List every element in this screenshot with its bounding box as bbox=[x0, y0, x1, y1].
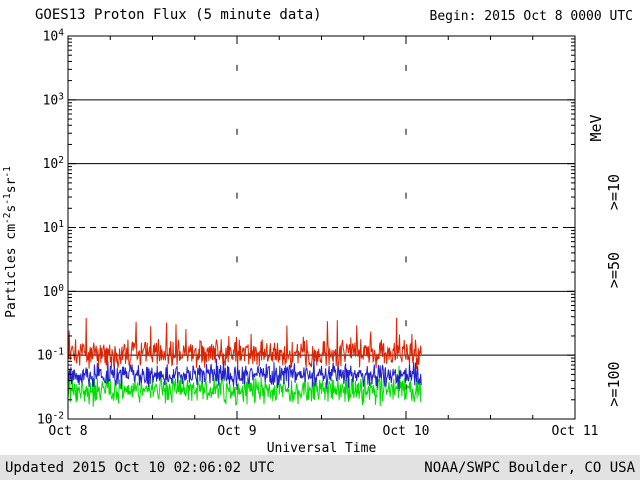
updated-timestamp: Updated 2015 Oct 10 02:06:02 UTC bbox=[5, 459, 275, 476]
x-tick-label: Oct 9 bbox=[217, 424, 256, 439]
x-tick-label: Oct 8 bbox=[48, 424, 87, 439]
y-tick-label: 104 bbox=[43, 28, 65, 45]
x-tick-label: Oct 10 bbox=[383, 424, 430, 439]
y-tick-label: 10-2 bbox=[37, 411, 64, 428]
axis-ticks bbox=[67, 35, 576, 420]
x-axis-title: Universal Time bbox=[267, 441, 377, 456]
series-label-ge10: >=10 bbox=[605, 174, 623, 210]
gridlines bbox=[68, 64, 575, 391]
begin-timestamp: Begin: 2015 Oct 8 0000 UTC bbox=[429, 9, 634, 24]
series-lines bbox=[67, 317, 422, 407]
x-tick-label: Oct 11 bbox=[552, 424, 599, 439]
y-tick-label: 102 bbox=[43, 155, 64, 172]
y-tick-label: 10-1 bbox=[37, 347, 64, 364]
y-axis-title: Particles cm-2s-1sr-1 bbox=[2, 166, 19, 318]
status-bar: Updated 2015 Oct 10 02:06:02 UTC NOAA/SW… bbox=[0, 455, 640, 480]
series-label-ge50: >=50 bbox=[605, 252, 623, 288]
series-label-ge100: >=100 bbox=[605, 361, 623, 406]
units-label-mev: MeV bbox=[587, 114, 605, 141]
y-tick-label: 101 bbox=[43, 219, 65, 236]
y-tick-label: 100 bbox=[43, 283, 65, 300]
series-line-ge10 bbox=[67, 317, 422, 370]
chart-title: GOES13 Proton Flux (5 minute data) bbox=[35, 7, 322, 23]
series-line-ge50 bbox=[67, 353, 422, 390]
source-credit: NOAA/SWPC Boulder, CO USA bbox=[424, 459, 635, 476]
y-tick-label: 103 bbox=[43, 91, 64, 108]
